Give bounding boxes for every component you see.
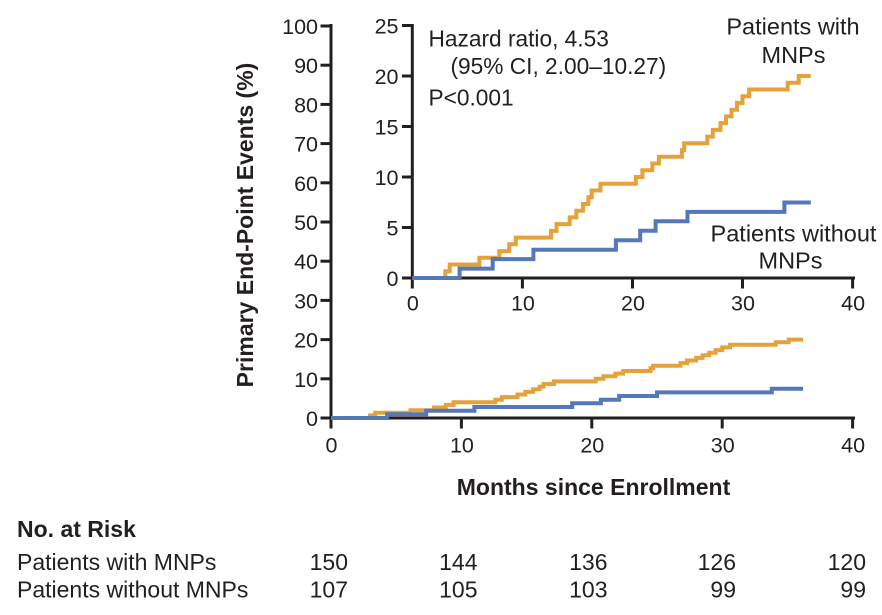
- svg-text:Patients without MNPs: Patients without MNPs: [17, 577, 248, 603]
- svg-text:144: 144: [439, 549, 478, 575]
- svg-text:40: 40: [841, 292, 865, 316]
- svg-text:30: 30: [294, 289, 318, 313]
- svg-text:Months since Enrollment: Months since Enrollment: [457, 474, 731, 500]
- svg-text:126: 126: [698, 549, 736, 575]
- svg-text:Hazard ratio, 4.53: Hazard ratio, 4.53: [429, 26, 609, 52]
- svg-text:0: 0: [387, 267, 399, 291]
- svg-text:0: 0: [306, 407, 318, 431]
- svg-text:20: 20: [621, 292, 645, 316]
- svg-text:107: 107: [310, 577, 348, 603]
- svg-text:70: 70: [294, 133, 318, 157]
- svg-text:60: 60: [294, 172, 318, 196]
- svg-text:10: 10: [375, 166, 399, 190]
- svg-text:40: 40: [294, 250, 318, 274]
- svg-text:15: 15: [375, 116, 399, 140]
- svg-text:150: 150: [310, 549, 348, 575]
- svg-text:25: 25: [375, 15, 399, 39]
- svg-text:0: 0: [407, 292, 419, 316]
- svg-text:40: 40: [841, 434, 865, 458]
- svg-text:0: 0: [326, 434, 338, 458]
- svg-text:120: 120: [828, 549, 866, 575]
- svg-text:80: 80: [294, 93, 318, 117]
- svg-text:MNPs: MNPs: [762, 42, 826, 68]
- svg-text:20: 20: [294, 329, 318, 353]
- svg-text:5: 5: [387, 217, 399, 241]
- svg-text:10: 10: [511, 292, 535, 316]
- svg-text:No. at Risk: No. at Risk: [17, 516, 136, 542]
- svg-text:10: 10: [450, 434, 474, 458]
- svg-text:MNPs: MNPs: [759, 248, 823, 274]
- svg-text:Patients with: Patients with: [726, 14, 859, 40]
- svg-text:20: 20: [580, 434, 604, 458]
- svg-text:50: 50: [294, 211, 318, 235]
- svg-text:100: 100: [282, 15, 318, 39]
- svg-text:Primary End-Point Events (%): Primary End-Point Events (%): [232, 63, 258, 388]
- svg-text:20: 20: [375, 65, 399, 89]
- svg-text:105: 105: [439, 577, 477, 603]
- svg-text:30: 30: [731, 292, 755, 316]
- svg-text:99: 99: [710, 577, 736, 603]
- svg-text:103: 103: [569, 577, 607, 603]
- svg-text:Patients with MNPs: Patients with MNPs: [17, 549, 216, 575]
- svg-text:136: 136: [569, 549, 607, 575]
- svg-text:Patients without: Patients without: [711, 221, 877, 247]
- svg-text:P<0.001: P<0.001: [429, 85, 514, 111]
- svg-text:90: 90: [294, 54, 318, 78]
- svg-text:(95% CI, 2.00–10.27): (95% CI, 2.00–10.27): [451, 53, 667, 79]
- svg-text:30: 30: [711, 434, 735, 458]
- svg-text:10: 10: [294, 368, 318, 392]
- svg-text:99: 99: [840, 577, 866, 603]
